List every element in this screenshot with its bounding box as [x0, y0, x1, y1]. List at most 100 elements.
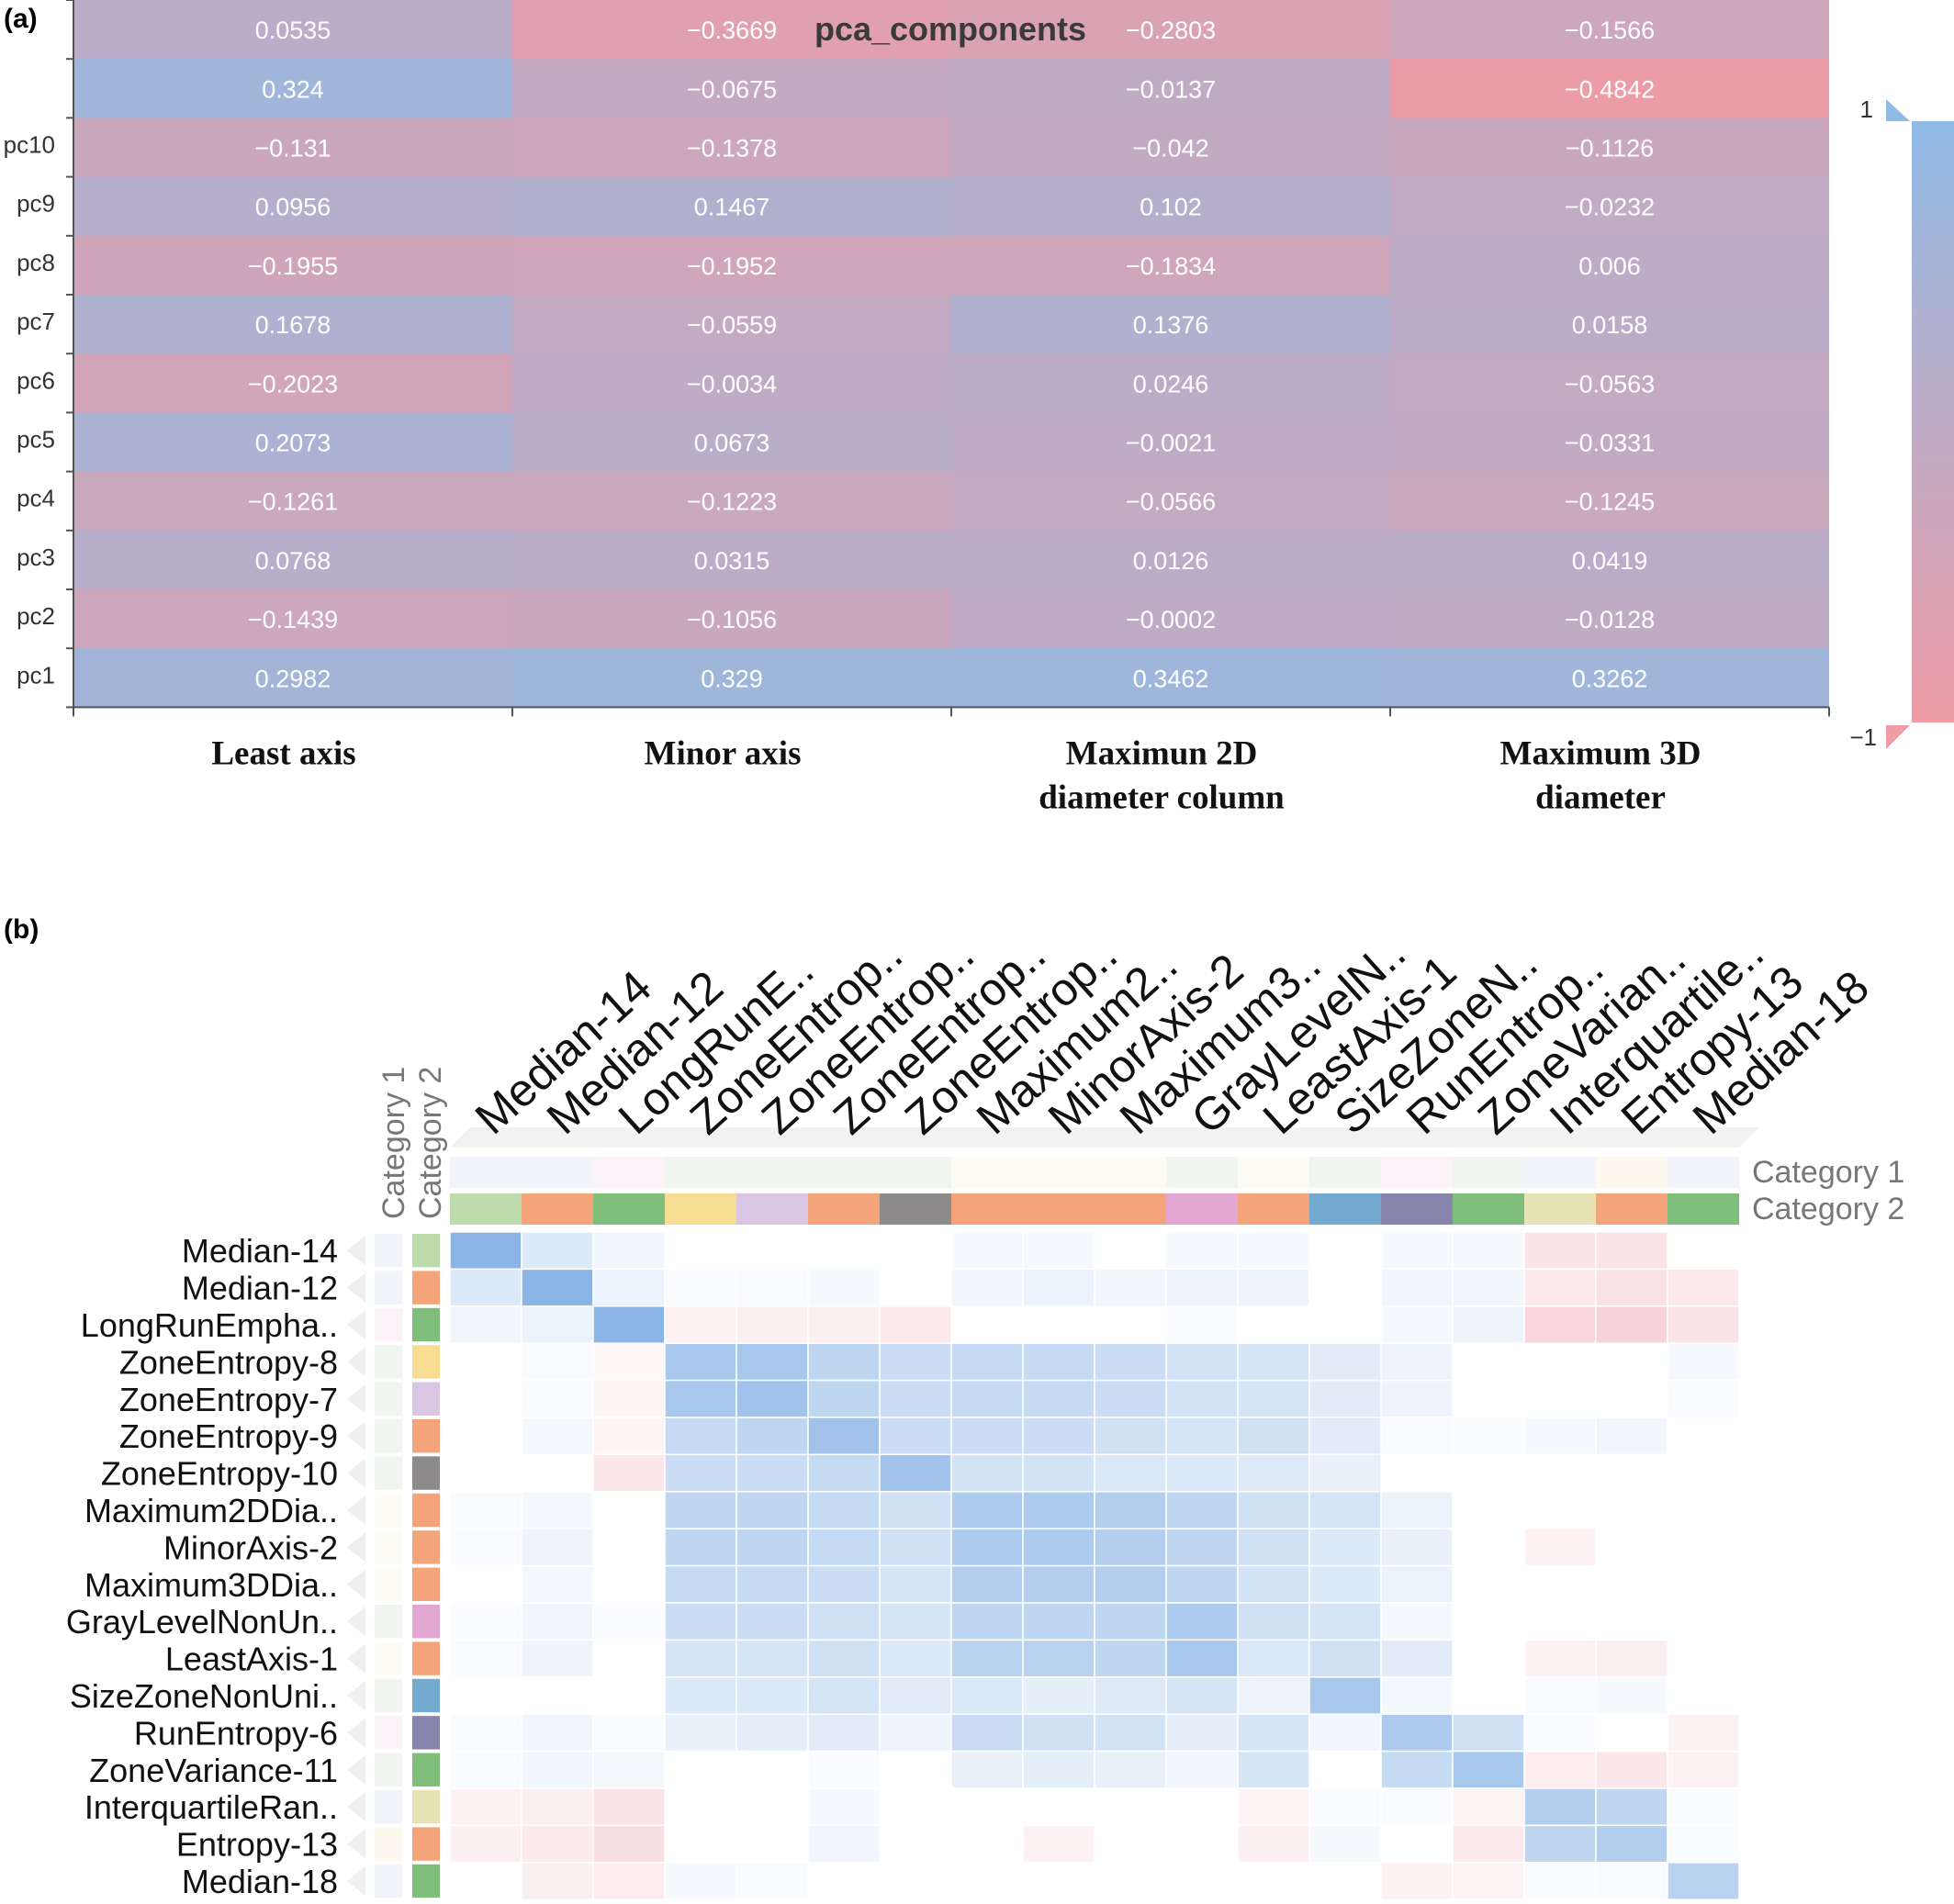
correlation-cell: [664, 1639, 737, 1678]
pca-value-label: −0.0232: [1565, 194, 1655, 221]
correlation-row-label: Maximum3DDia..: [84, 1566, 338, 1604]
pca-cell: [512, 353, 951, 413]
correlation-cell: [1595, 1231, 1668, 1271]
pca-cell: [951, 118, 1390, 178]
category-2-top-cell: [522, 1193, 593, 1225]
category-2-side-cell: [412, 1827, 440, 1861]
pca-value-label: −0.0675: [687, 75, 777, 103]
category-1-top-cell: [665, 1157, 736, 1188]
correlation-cell: [1523, 1268, 1597, 1307]
correlation-cell: [807, 1824, 881, 1864]
category-2-top-cell: [665, 1193, 736, 1225]
correlation-cell: [1022, 1713, 1095, 1753]
pca-row-tick-label: pc1: [17, 661, 55, 689]
pca-value-label: −0.0563: [1565, 370, 1655, 398]
correlation-cell: [950, 1491, 1024, 1529]
correlation-cell: [1523, 1231, 1597, 1271]
correlation-cell: [879, 1528, 952, 1567]
category-1-top-cell: [1309, 1157, 1381, 1188]
category-1-side-cell: [375, 1641, 402, 1675]
pca-value-label: 0.324: [262, 75, 324, 103]
correlation-row-label: Entropy-13: [176, 1826, 338, 1864]
category-2-side-cell: [412, 1605, 440, 1639]
correlation-cell: [1667, 1713, 1740, 1753]
correlation-cell: [1022, 1268, 1095, 1307]
pca-value-label: 0.0315: [694, 547, 770, 575]
correlation-cell: [1523, 1750, 1597, 1789]
pca-value-label: −0.1223: [687, 488, 777, 516]
pca-cell: [951, 471, 1390, 532]
correlation-cell: [1380, 1564, 1454, 1604]
category-1-side-cell: [375, 1493, 402, 1528]
correlation-cell: [521, 1417, 594, 1456]
correlation-cell: [879, 1491, 952, 1529]
correlation-cell: [1452, 1824, 1525, 1864]
category-2-top-label: Category 2: [1752, 1192, 1904, 1226]
correlation-row-label: Median-12: [182, 1270, 338, 1307]
category-1-top-cell: [1668, 1157, 1739, 1188]
correlation-cell: [1237, 1417, 1310, 1456]
category-1-side-label: Category 1: [376, 1067, 411, 1219]
category-2-top-cell: [736, 1193, 808, 1225]
correlation-cell: [1165, 1268, 1239, 1307]
pca-cell: [512, 59, 951, 118]
correlation-cell: [664, 1491, 737, 1529]
correlation-cell: [521, 1639, 594, 1678]
correlation-cell: [1237, 1787, 1310, 1827]
correlation-cell: [1380, 1676, 1454, 1715]
correlation-heatmap: Median-14Median-12LongRunE..ZoneEntrop..…: [66, 926, 1904, 1900]
visual-map-handle-top: [1886, 99, 1910, 121]
correlation-cell: [1308, 1453, 1382, 1493]
correlation-cell: [1165, 1453, 1239, 1493]
correlation-cell: [1308, 1713, 1382, 1753]
correlation-cell: [521, 1268, 594, 1307]
category-2-top-cell: [1023, 1193, 1095, 1225]
pca-cell: [73, 589, 512, 649]
pca-value-label: −0.2023: [248, 370, 338, 398]
correlation-cell: [664, 1862, 737, 1900]
correlation-cell: [1237, 1639, 1310, 1678]
pca-value-label: −0.131: [254, 135, 331, 162]
correlation-cell: [1237, 1491, 1310, 1529]
category-1-side-cell: [375, 1678, 402, 1713]
pca-value-label: 0.3462: [1133, 665, 1209, 692]
correlation-cell: [950, 1417, 1024, 1456]
row-pointer: [347, 1643, 365, 1674]
correlation-cell: [1523, 1639, 1597, 1678]
correlation-cell: [1022, 1231, 1095, 1271]
correlation-cells: [449, 1231, 1740, 1900]
correlation-cell: [1165, 1564, 1239, 1604]
category-2-side-label: Category 2: [413, 1067, 448, 1219]
correlation-row-label: ZoneEntropy-9: [119, 1417, 338, 1455]
correlation-cell: [807, 1787, 881, 1827]
category-1-side-cell: [375, 1382, 402, 1416]
pca-cell: [73, 176, 512, 237]
category-2-top-cell: [951, 1193, 1023, 1225]
correlation-cell: [1094, 1564, 1167, 1604]
correlation-cell: [1308, 1342, 1382, 1382]
pca-row-tick-label: pc7: [17, 308, 55, 335]
correlation-cell: [1595, 1417, 1668, 1456]
pca-value-label: 0.2982: [255, 665, 331, 692]
pca-cell: [951, 353, 1390, 413]
pca-value-label: −0.1126: [1566, 135, 1654, 162]
correlation-cell: [1022, 1417, 1095, 1456]
correlation-cell: [664, 1713, 737, 1753]
visual-map-max-label: 1: [1860, 95, 1873, 123]
correlation-cell: [1022, 1491, 1095, 1529]
correlation-cell: [1237, 1824, 1310, 1864]
pca-value-label: −0.0559: [687, 311, 777, 339]
pca-cell: [1390, 648, 1829, 708]
correlation-row-labels: Median-14Median-12LongRunEmpha..ZoneEntr…: [66, 1232, 365, 1900]
correlation-row-label: ZoneEntropy-10: [101, 1455, 338, 1493]
category-2-top-cell: [1095, 1193, 1166, 1225]
correlation-cell: [736, 1564, 809, 1604]
correlation-cell: [1165, 1491, 1239, 1529]
pca-cell: [512, 530, 951, 590]
pca-row-tick-label: pc6: [17, 366, 55, 394]
pca-value-label: 0.0956: [255, 194, 331, 221]
row-pointer: [347, 1236, 365, 1266]
pca-value-label: −0.1566: [1565, 17, 1655, 44]
pca-cell: [512, 176, 951, 237]
